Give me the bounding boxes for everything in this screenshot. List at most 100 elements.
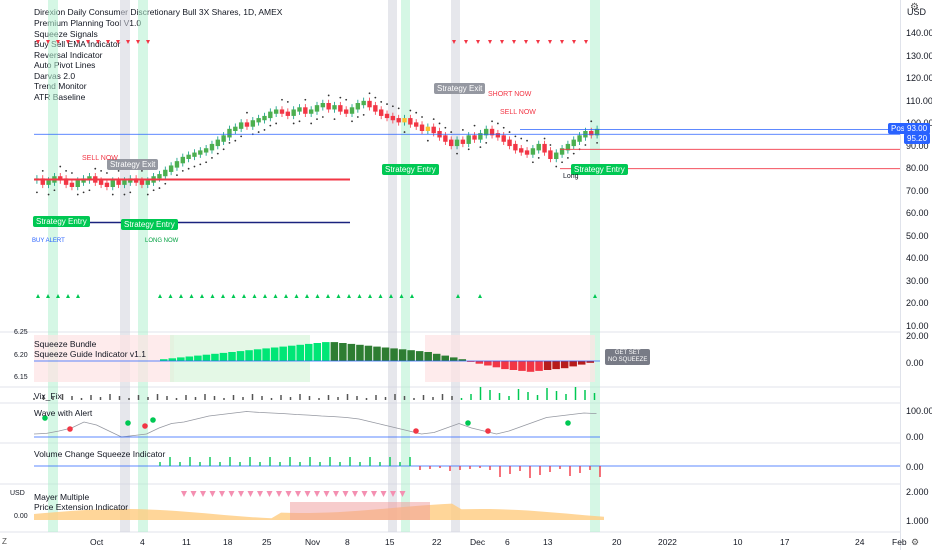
price-tick: 140.00 [906,28,932,38]
x-tick: 15 [385,537,395,547]
sell-marker [46,40,50,44]
squeeze-bar [219,352,228,361]
trail-dot [479,146,482,149]
buy-marker [66,294,70,298]
mayer-marker [266,491,273,497]
candle-body [373,105,378,112]
candle-body [81,178,86,183]
zoom-icon[interactable]: Z [2,537,7,546]
squeeze-bar [398,349,407,361]
x-tick: 17 [780,537,790,547]
trail-dot [351,120,353,123]
squeeze-bar [330,342,339,361]
squeeze-bar [347,343,356,361]
candle-body [519,148,524,153]
squeeze-bar [475,361,484,364]
candle-body [554,152,559,159]
candle-body [116,180,121,185]
candle-body [338,105,343,112]
buy-marker [76,294,80,298]
indicator-0[interactable]: Premium Planning Tool V1.0 [34,18,142,28]
buy-marker [179,294,183,298]
candle-body [308,109,314,114]
candle-body [367,100,372,108]
indicator-4[interactable]: Auto Pivot Lines [34,60,96,70]
trail-dot [292,122,295,125]
trail-dot [543,137,546,140]
settings-icon[interactable]: ⚙ [910,2,919,13]
candle-body [507,139,512,147]
candle-body [402,118,407,123]
indicator-6[interactable]: Trend Monitor [34,81,87,91]
wave-tick-1: 100.00 [906,406,932,416]
candle-body [180,156,185,164]
trail-dot [380,101,383,103]
trail-dot [193,165,196,168]
buy-marker [210,294,215,298]
indicator-2[interactable]: Buy Sell EMA Indicator [34,39,121,49]
trail-dot [333,118,336,121]
x-tick: 18 [223,537,233,547]
trail-dot [146,193,149,196]
buy-marker [399,294,404,298]
trail-dot [502,126,505,129]
indicator-3[interactable]: Reversal Indicator [34,49,103,60]
squeeze-left-tick-1: 6.25 [14,329,28,336]
candle-body [326,103,331,110]
candle-body [268,111,273,119]
buy-alert-label: BUY ALERT [32,238,65,244]
squeeze-bar [543,361,552,370]
trail-dot [339,96,342,99]
trail-dot [461,129,464,131]
candle-body [221,135,226,142]
price-tick: 80.00 [906,163,929,173]
squeeze-bar [390,348,398,361]
x-tick: 4 [140,537,145,547]
squeeze-bar [364,345,373,361]
squeeze-bar [322,342,330,361]
trail-dot [47,193,50,196]
candle-body [98,180,104,185]
squeeze-bar [194,355,202,361]
indicator-1[interactable]: Squeeze Signals [34,28,98,39]
x-tick: 2022 [658,537,677,547]
candle-body [478,133,483,140]
trail-dot [222,148,225,151]
price-tick: 50.00 [906,230,929,241]
mayer-marker [247,491,254,497]
candle-body [168,165,174,172]
trail-dot [537,157,540,159]
candle-body [279,109,285,114]
trail-dot [65,169,67,172]
trail-dot [391,105,394,108]
squeeze-bar [407,350,415,361]
settings-bottom-icon[interactable]: ⚙ [911,537,920,547]
price-scale[interactable] [900,0,932,550]
trail-dot [561,161,563,164]
candle-body [577,135,582,142]
squeeze-left-tick-2: 6.20 [14,352,28,359]
trail-dot [76,193,79,196]
indicator-7[interactable]: ATR Baseline [34,91,86,102]
candle-body [209,143,215,151]
candle-body [413,122,419,127]
price-tick: 10.00 [906,320,929,331]
candle-body [361,100,366,106]
buy-marker [357,294,362,298]
candle-body [244,122,250,127]
squeeze-bg-red [34,335,174,382]
trail-dot [584,144,587,146]
squeeze-bar [356,344,364,361]
squeeze-left-tick-3: 6.15 [14,374,28,381]
trail-dot [187,167,190,170]
price-tick: 70.00 [906,185,929,196]
trail-dot [246,111,248,114]
sell-marker [548,40,552,44]
trail-dot [549,144,552,146]
trail-dot [234,139,237,142]
trail-dot [473,124,476,127]
mayer-marker [219,491,225,497]
mayer-marker [238,491,244,497]
candle-body [203,148,209,153]
